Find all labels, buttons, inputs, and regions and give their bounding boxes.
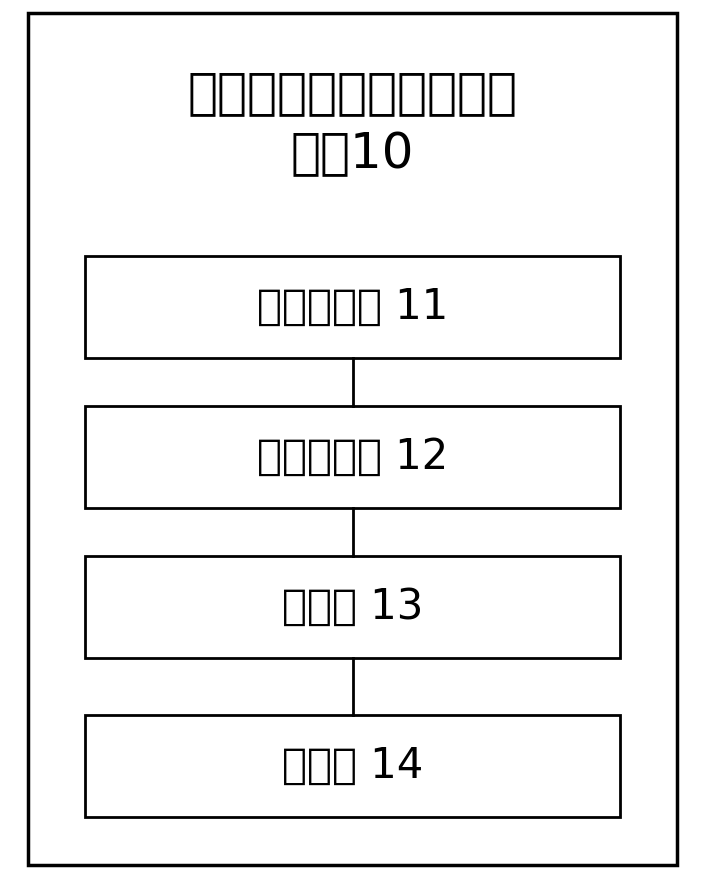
Text: 功率因数校正电路的控制: 功率因数校正电路的控制 bbox=[188, 69, 517, 117]
Bar bbox=[85, 256, 620, 358]
Text: 系统10: 系统10 bbox=[290, 131, 415, 178]
Text: 信号采集器 12: 信号采集器 12 bbox=[257, 436, 448, 478]
Bar bbox=[85, 715, 620, 817]
Bar bbox=[85, 406, 620, 508]
Text: 信号发生器 11: 信号发生器 11 bbox=[257, 286, 448, 328]
Bar bbox=[85, 556, 620, 658]
Text: 控制器 14: 控制器 14 bbox=[282, 745, 423, 787]
Text: 比较器 13: 比较器 13 bbox=[282, 586, 423, 628]
